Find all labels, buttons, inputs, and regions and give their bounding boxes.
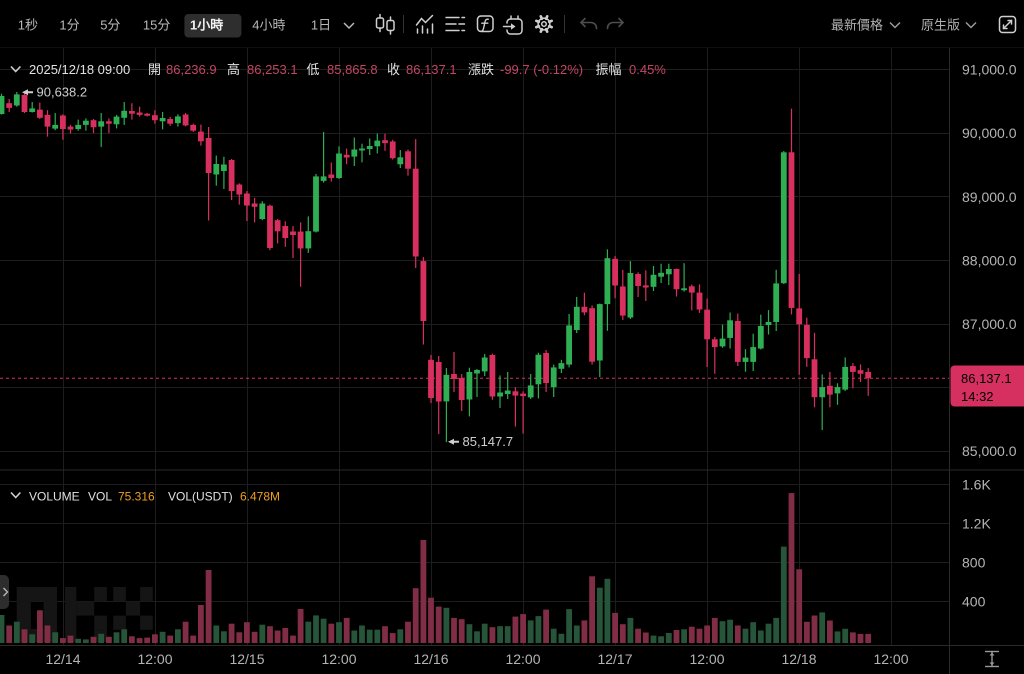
svg-text:12/15: 12/15 xyxy=(229,651,264,667)
svg-text:86,137.1: 86,137.1 xyxy=(406,62,457,77)
svg-text:最新價格: 最新價格 xyxy=(831,18,883,33)
svg-text:1.6K: 1.6K xyxy=(962,477,991,493)
svg-text:-99.7 (-0.12%): -99.7 (-0.12%) xyxy=(500,62,583,77)
svg-text:88,000.0: 88,000.0 xyxy=(962,252,1017,268)
svg-text:高: 高 xyxy=(227,62,240,77)
svg-text:2025/12/18 09:00: 2025/12/18 09:00 xyxy=(29,62,130,77)
svg-text:12:00: 12:00 xyxy=(321,651,356,667)
svg-text:12:00: 12:00 xyxy=(689,651,724,667)
svg-text:12/18: 12/18 xyxy=(781,651,816,667)
svg-text:12:00: 12:00 xyxy=(873,651,908,667)
svg-text:1分: 1分 xyxy=(59,18,79,33)
svg-text:4小時: 4小時 xyxy=(252,18,285,33)
svg-text:86,253.1: 86,253.1 xyxy=(247,62,298,77)
svg-text:12:00: 12:00 xyxy=(137,651,172,667)
svg-text:VOLUME: VOLUME xyxy=(29,490,80,504)
svg-text:1秒: 1秒 xyxy=(18,18,38,33)
svg-text:原生版: 原生版 xyxy=(921,18,960,33)
svg-text:VOL: VOL xyxy=(88,490,112,504)
svg-text:低: 低 xyxy=(307,62,320,77)
svg-text:85,000.0: 85,000.0 xyxy=(962,443,1017,459)
svg-text:1.2K: 1.2K xyxy=(962,516,991,532)
svg-text:漲跌: 漲跌 xyxy=(468,62,494,77)
svg-text:800: 800 xyxy=(962,555,986,571)
svg-text:90,638.2: 90,638.2 xyxy=(37,85,88,100)
svg-text:0.45%: 0.45% xyxy=(629,62,666,77)
svg-text:12/14: 12/14 xyxy=(45,651,80,667)
svg-text:12/17: 12/17 xyxy=(597,651,632,667)
svg-text:振幅: 振幅 xyxy=(596,62,622,77)
svg-text:86,236.9: 86,236.9 xyxy=(166,62,217,77)
svg-text:5分: 5分 xyxy=(100,18,120,33)
svg-text:85,147.7: 85,147.7 xyxy=(463,434,514,449)
svg-text:開: 開 xyxy=(148,62,161,77)
svg-text:91,000.0: 91,000.0 xyxy=(962,62,1017,78)
svg-text:89,000.0: 89,000.0 xyxy=(962,189,1017,205)
svg-text:87,000.0: 87,000.0 xyxy=(962,316,1017,332)
svg-text:6.478M: 6.478M xyxy=(240,490,280,504)
svg-text:400: 400 xyxy=(962,594,986,610)
svg-text:15分: 15分 xyxy=(143,18,170,33)
svg-text:VOL(USDT): VOL(USDT) xyxy=(168,490,233,504)
svg-text:1小時: 1小時 xyxy=(190,18,223,33)
svg-text:90,000.0: 90,000.0 xyxy=(962,125,1017,141)
svg-text:85,865.8: 85,865.8 xyxy=(327,62,378,77)
svg-text:12:00: 12:00 xyxy=(505,651,540,667)
svg-text:1日: 1日 xyxy=(311,18,331,33)
svg-text:86,137.1: 86,137.1 xyxy=(961,371,1012,386)
svg-text:收: 收 xyxy=(387,62,400,77)
svg-text:12/16: 12/16 xyxy=(413,651,448,667)
svg-text:75.316: 75.316 xyxy=(118,490,155,504)
svg-text:14:32: 14:32 xyxy=(961,389,994,404)
